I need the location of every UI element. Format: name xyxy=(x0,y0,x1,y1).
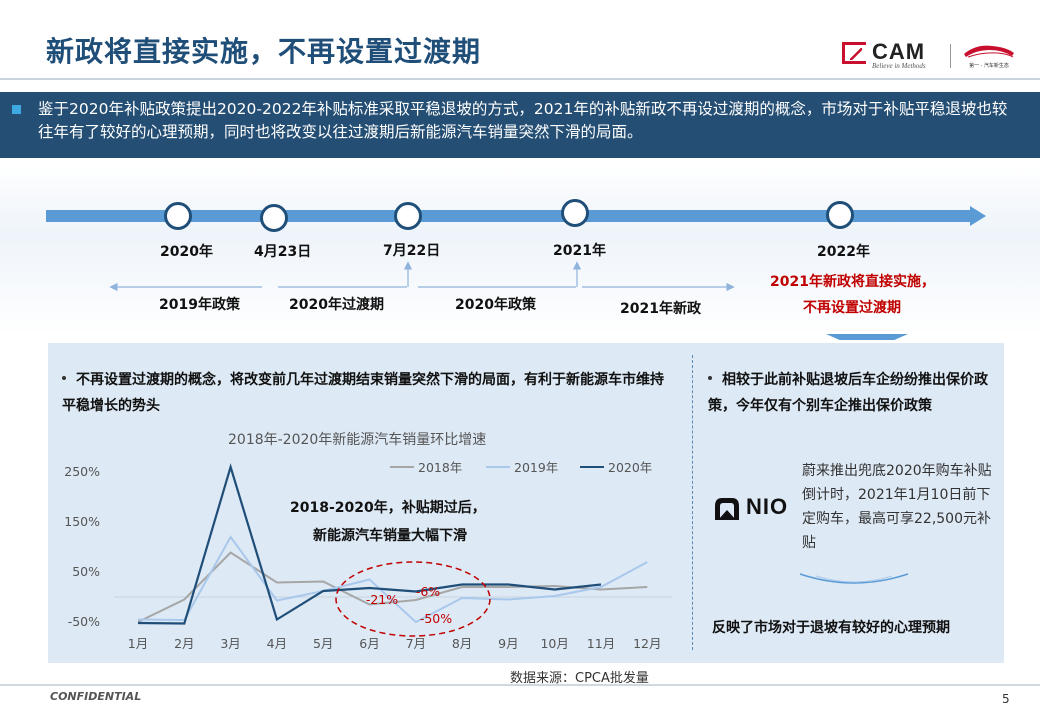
x-tick-label: 1月 xyxy=(128,636,148,651)
cam-logo: CAM Believe in Methods xyxy=(842,39,942,72)
title-divider xyxy=(0,78,1040,80)
nio-logo-icon xyxy=(715,498,739,520)
legend-swatch-2019 xyxy=(486,465,510,468)
brace-icon xyxy=(799,573,909,584)
period-label-2020-policy: 2020年政策 xyxy=(455,297,536,313)
banner-bullet-icon xyxy=(12,105,21,114)
milestone-label-jul22: 7月22日 xyxy=(383,243,441,259)
timeline xyxy=(46,199,986,340)
y-tick-label: 150% xyxy=(64,514,100,529)
legend-swatch-2018 xyxy=(390,465,414,468)
data-source: 数据来源：CPCA批发量 xyxy=(510,671,649,686)
x-tick-label: 11月 xyxy=(587,636,615,651)
analysis-panel xyxy=(48,343,1004,663)
bullet-dot-icon xyxy=(708,376,712,380)
milestone-label-2020: 2020年 xyxy=(160,244,213,260)
banner-text: 鉴于2020年补贴政策提出2020-2022年补贴标准采取平稳退坡的方式，202… xyxy=(38,100,1008,141)
nio-logo-text: NIO xyxy=(746,494,789,519)
x-tick-label: 5月 xyxy=(313,636,333,651)
callout-line-1: 2021年新政将直接实施， xyxy=(770,274,935,290)
x-tick-label: 2月 xyxy=(174,636,194,651)
y-tick-label: 250% xyxy=(64,464,100,479)
footer-divider xyxy=(0,684,1040,686)
series-line-2020年 xyxy=(137,463,602,625)
right-bullet: 相较于此前补贴退坡后车企纷纷推出保价政策，今年仅有个别车企推出保价政策 xyxy=(708,367,993,419)
legend-2018: 2018年 xyxy=(390,457,462,476)
timeline-background xyxy=(0,165,1040,335)
milestone-label-2021: 2021年 xyxy=(553,243,606,259)
page-number: 5 xyxy=(1002,692,1010,706)
highlight-ellipse xyxy=(335,561,491,637)
legend-2020: 2020年 xyxy=(580,457,652,476)
partner-car-logo-icon: 第一 · 汽车新生态 xyxy=(964,45,1014,69)
x-tick-label: 4月 xyxy=(267,636,287,651)
period-label-2020-transition: 2020年过渡期 xyxy=(289,297,384,313)
period-label-2021-new-policy: 2021年新政 xyxy=(620,301,701,317)
panel-divider xyxy=(692,355,693,650)
right-bullet-text: 相较于此前补贴退坡后车企纷纷推出保价政策，今年仅有个别车企推出保价政策 xyxy=(708,372,988,414)
cam-logo-tagline: Believe in Methods xyxy=(872,62,926,70)
x-tick-label: 6月 xyxy=(359,636,379,651)
callout-line-2: 不再设置过渡期 xyxy=(803,300,901,316)
chart-annotation-line-1: 2018-2020年，补贴期过后， xyxy=(290,500,486,516)
logo-divider xyxy=(950,44,951,68)
partner-logo-tagline: 第一 · 汽车新生态 xyxy=(969,62,1009,69)
page-title: 新政将直接实施，不再设置过渡期 xyxy=(46,35,482,68)
timeline-node-2022 xyxy=(826,201,854,229)
timeline-node-jul22 xyxy=(394,202,422,230)
left-bullet-text: 不再设置过渡期的概念，将改变前几年过渡期结束销量突然下滑的局面，有利于新能源车市… xyxy=(62,372,664,414)
left-bullet: 不再设置过渡期的概念，将改变前几年过渡期结束销量突然下滑的局面，有利于新能源车市… xyxy=(62,367,664,419)
series-line-2018年 xyxy=(137,551,648,623)
legend-label-2018: 2018年 xyxy=(418,460,463,475)
milestone-label-apr23: 4月23日 xyxy=(254,244,312,260)
data-annotation: -6% xyxy=(416,584,440,599)
timeline-node-apr23 xyxy=(260,204,288,232)
summary-banner: 鉴于2020年补贴政策提出2020-2022年补贴标准采取平稳退坡的方式，202… xyxy=(0,92,1040,158)
x-tick-label: 8月 xyxy=(452,636,472,651)
chart-title: 2018年-2020年新能源汽车销量环比增速 xyxy=(228,432,487,448)
y-tick-label: -50% xyxy=(68,614,100,629)
timeline-node-2020 xyxy=(164,202,192,230)
y-tick-label: 50% xyxy=(72,564,100,579)
x-tick-label: 3月 xyxy=(220,636,240,651)
cam-logo-mark-icon xyxy=(842,42,866,64)
x-tick-label: 12月 xyxy=(633,636,661,651)
chart-annotation-line-2: 新能源汽车销量大幅下滑 xyxy=(313,528,467,544)
callout-down-arrow-icon xyxy=(826,334,908,340)
series-line-2019年 xyxy=(137,535,648,624)
legend-label-2019: 2019年 xyxy=(514,460,559,475)
x-tick-label: 10月 xyxy=(540,636,568,651)
x-tick-label: 9月 xyxy=(498,636,518,651)
milestone-label-2022: 2022年 xyxy=(817,244,870,260)
period-label-2019-policy: 2019年政策 xyxy=(159,297,240,313)
cam-logo-text: CAM xyxy=(872,39,926,64)
legend-2019: 2019年 xyxy=(486,457,558,476)
bullet-dot-icon xyxy=(62,376,66,380)
timeline-arrowhead-icon xyxy=(970,206,986,226)
data-annotation: -50% xyxy=(420,611,452,626)
legend-label-2020: 2020年 xyxy=(608,460,653,475)
confidential-label: CONFIDENTIAL xyxy=(50,690,142,703)
conclusion-text: 反映了市场对于退坡有较好的心理预期 xyxy=(712,620,950,636)
timeline-node-2021 xyxy=(561,199,589,227)
x-tick-label: 7月 xyxy=(406,636,426,651)
legend-swatch-2020 xyxy=(580,465,604,468)
data-annotation: -21% xyxy=(366,592,398,607)
nio-description: 蔚来推出兜底2020年购车补贴倒计时，2021年1月10日前下定购车，最高可享2… xyxy=(802,463,992,551)
